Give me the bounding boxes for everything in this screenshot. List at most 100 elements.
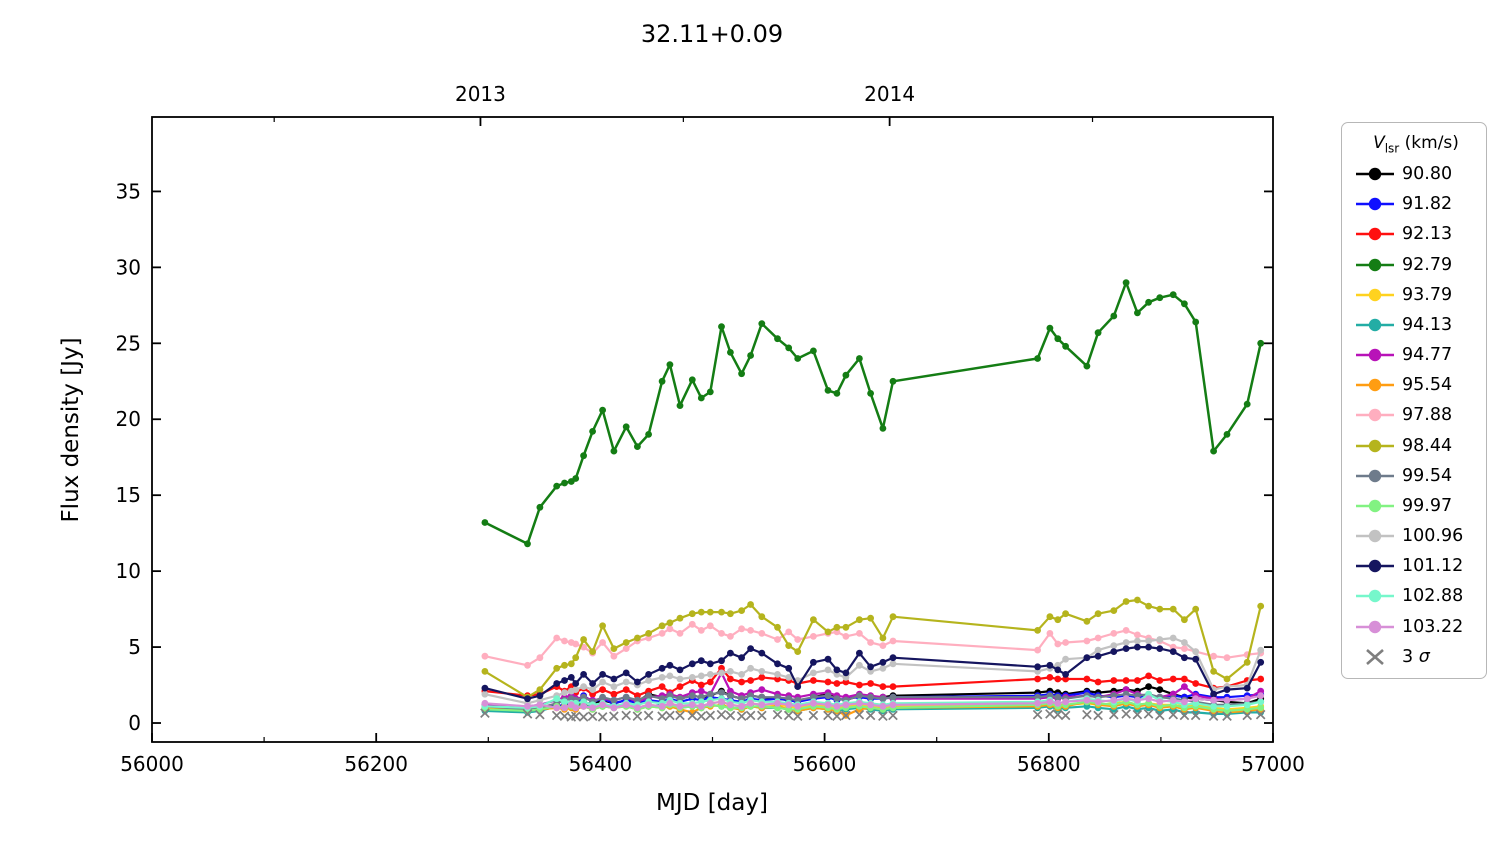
sigma-marker <box>1093 710 1103 721</box>
sigma-marker <box>1255 709 1266 720</box>
data-point <box>599 686 606 693</box>
data-point <box>718 630 725 637</box>
legend-dot-glyph <box>1368 228 1382 241</box>
data-point <box>610 645 618 652</box>
x-tick-label: 57000 <box>1241 752 1305 776</box>
y-tick-label: 0 <box>128 711 141 735</box>
y-tick-label: 25 <box>116 331 141 355</box>
data-point <box>727 692 734 700</box>
data-point <box>658 674 666 681</box>
data-point <box>774 636 781 643</box>
data-point <box>1243 658 1251 666</box>
line-marker-icon <box>1356 499 1394 513</box>
data-point <box>1054 335 1062 343</box>
data-point <box>553 704 561 712</box>
data-point <box>589 680 596 687</box>
sigma-marker <box>1032 709 1043 720</box>
data-point <box>738 702 745 710</box>
data-point <box>622 639 630 646</box>
data-point <box>553 680 561 687</box>
data-point <box>697 687 705 695</box>
line-marker-icon <box>1356 590 1394 603</box>
data-point <box>842 633 850 640</box>
data-point <box>889 377 897 385</box>
sigma-marker <box>705 710 716 721</box>
data-point <box>810 658 817 666</box>
data-point <box>1169 291 1177 299</box>
sigma-marker <box>609 711 619 721</box>
line-marker-icon <box>1356 288 1394 301</box>
data-point <box>706 622 714 630</box>
data-point <box>622 669 630 677</box>
sigma-marker <box>1168 709 1179 720</box>
y-tick-label: 5 <box>128 635 141 659</box>
data-point <box>1046 661 1054 669</box>
data-point <box>688 376 696 384</box>
data-point <box>1181 654 1188 662</box>
data-point <box>1210 652 1217 660</box>
sigma-marker <box>1222 711 1232 721</box>
sigma-marker <box>578 712 589 722</box>
data-point <box>1243 695 1251 703</box>
data-point <box>536 686 544 693</box>
data-point <box>879 695 887 703</box>
legend-item: 91.82 <box>1354 190 1478 219</box>
data-point <box>561 704 568 712</box>
data-point <box>727 610 734 618</box>
data-point <box>1181 300 1188 308</box>
data-point <box>1257 675 1265 683</box>
series-92.79 <box>481 279 1265 548</box>
data-point <box>634 443 641 450</box>
data-point <box>610 696 618 704</box>
sigma-marker <box>783 710 794 721</box>
legend-item-label: 102.88 <box>1402 586 1464 607</box>
data-point <box>794 648 802 655</box>
data-point <box>1134 309 1141 317</box>
sigma-marker <box>1143 709 1154 719</box>
data-point <box>794 636 802 643</box>
legend-item-label: 94.77 <box>1402 345 1453 366</box>
data-point <box>1054 616 1062 624</box>
data-point <box>524 540 531 548</box>
data-point <box>785 701 793 709</box>
legend-item: 101.12 <box>1354 552 1478 581</box>
data-point <box>794 683 802 690</box>
data-point <box>1223 431 1231 438</box>
line-marker-icon <box>1356 348 1394 362</box>
data-point <box>889 693 897 701</box>
data-point <box>1122 677 1130 684</box>
data-point <box>747 601 754 608</box>
data-point <box>1034 699 1041 707</box>
data-point <box>774 671 781 678</box>
data-point <box>833 390 841 397</box>
legend-item: 99.97 <box>1354 491 1478 520</box>
data-point <box>580 702 587 710</box>
data-point <box>599 639 606 646</box>
sigma-marker <box>587 711 598 721</box>
data-point <box>622 678 630 686</box>
data-point <box>1257 704 1265 712</box>
sigma-marker <box>657 711 667 721</box>
data-point <box>622 701 630 709</box>
data-point <box>706 690 714 698</box>
x-tick-label: 56600 <box>793 752 857 776</box>
series-97.88 <box>481 620 1265 669</box>
data-point <box>1156 636 1164 643</box>
data-point <box>718 323 725 330</box>
data-point <box>1223 702 1231 710</box>
data-point <box>536 692 544 700</box>
data-point <box>1110 648 1118 655</box>
series-3σ <box>480 708 1266 722</box>
data-point <box>758 674 766 681</box>
data-point <box>561 677 568 684</box>
sigma-marker <box>535 709 545 720</box>
legend-item-label: 95.54 <box>1402 375 1453 396</box>
data-point <box>706 608 714 616</box>
sigma-marker <box>854 709 865 720</box>
data-point <box>738 654 745 662</box>
data-point <box>580 683 587 690</box>
data-point <box>727 668 734 675</box>
data-point <box>1134 596 1141 604</box>
